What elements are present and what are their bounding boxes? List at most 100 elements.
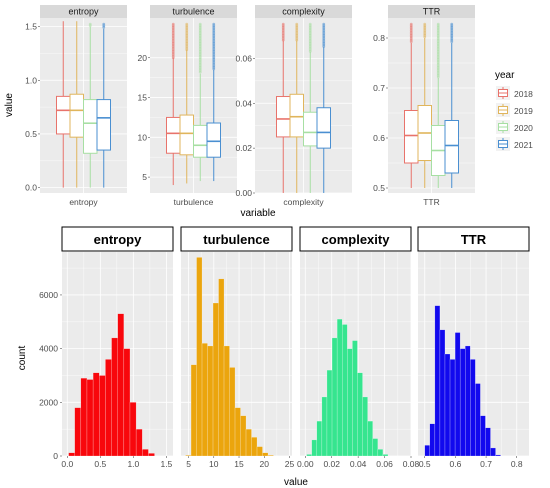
facet-strip-label: complexity bbox=[282, 7, 325, 17]
histogram-bar bbox=[444, 353, 451, 457]
histogram-bar bbox=[465, 345, 471, 457]
legend-entry-label: 2020 bbox=[514, 123, 533, 133]
histogram-bar bbox=[449, 359, 456, 457]
histogram-bar bbox=[454, 332, 461, 457]
histogram-bar bbox=[485, 427, 491, 457]
x-tick-label: 0.5 bbox=[94, 459, 106, 469]
facet-strip bbox=[255, 5, 352, 18]
histogram-bar bbox=[342, 324, 348, 457]
histogram-bar bbox=[245, 428, 252, 457]
histogram-bar bbox=[99, 375, 106, 457]
histogram-bar bbox=[347, 348, 353, 457]
histogram-bar bbox=[234, 407, 241, 457]
histogram-bar bbox=[74, 407, 82, 457]
y-tick-label: 1.0 bbox=[25, 75, 37, 85]
legend-title: year bbox=[495, 70, 515, 81]
outlier-point bbox=[198, 70, 202, 74]
histogram-bar bbox=[105, 359, 112, 457]
histogram-bar bbox=[190, 364, 197, 457]
histogram-bar bbox=[185, 454, 192, 457]
histogram-bar bbox=[117, 313, 125, 457]
y-tick-label: 0.5 bbox=[25, 129, 37, 139]
legend-entry-label: 2021 bbox=[514, 140, 533, 150]
box-2019 bbox=[69, 93, 84, 138]
y-tick-label: 0.02 bbox=[235, 143, 252, 153]
y-tick-label: 4000 bbox=[39, 344, 58, 354]
legend-entry-label: 2018 bbox=[514, 89, 533, 99]
x-tick-label: 25 bbox=[285, 459, 295, 469]
x-tick-label: 20 bbox=[260, 459, 270, 469]
x-axis-title: value bbox=[284, 477, 308, 488]
y-tick-label: 2000 bbox=[39, 397, 58, 407]
histogram-bar bbox=[321, 396, 328, 457]
box-2020 bbox=[193, 124, 208, 158]
histogram-bar bbox=[262, 452, 269, 457]
facet-strip bbox=[150, 5, 237, 18]
histogram-bar bbox=[336, 318, 343, 457]
outlier-point bbox=[88, 24, 92, 28]
x-tick-label: 1.0 bbox=[127, 459, 139, 469]
histogram-bar bbox=[111, 337, 118, 457]
histogram-bar bbox=[142, 449, 149, 457]
x-tick-label: turbulence bbox=[174, 197, 214, 207]
histogram-bar bbox=[470, 359, 476, 457]
y-tick-label: 20 bbox=[138, 53, 148, 63]
y-tick-label: 0.00 bbox=[235, 188, 252, 198]
y-tick-label: 6000 bbox=[39, 290, 58, 300]
histogram-bar bbox=[367, 420, 373, 457]
y-tick-label: 0.0 bbox=[25, 183, 37, 193]
histogram-bar bbox=[256, 446, 263, 457]
histogram-bar bbox=[201, 343, 208, 457]
y-tick-label: 1.5 bbox=[25, 22, 37, 32]
legend-entry-label: 2019 bbox=[514, 106, 533, 116]
histogram-bar bbox=[424, 445, 431, 457]
y-tick-label: 0.8 bbox=[373, 33, 385, 43]
histogram-bar bbox=[352, 340, 358, 457]
y-tick-label: 10 bbox=[138, 132, 148, 142]
x-tick-label: entropy bbox=[69, 197, 98, 207]
box-2018 bbox=[166, 116, 181, 154]
x-tick-label: 0.06 bbox=[376, 459, 393, 469]
histogram-bar bbox=[207, 345, 214, 457]
box-2021 bbox=[316, 107, 331, 149]
facet-strip-label: TTR bbox=[423, 7, 441, 17]
box-2019 bbox=[179, 114, 194, 156]
x-tick-label: 0.08 bbox=[403, 459, 420, 469]
facet-strip-label: complexity bbox=[322, 232, 391, 247]
x-tick-label: 0.6 bbox=[449, 459, 461, 469]
outlier-point bbox=[295, 38, 299, 42]
x-tick-label: 0.7 bbox=[480, 459, 492, 469]
x-tick-label: 10 bbox=[209, 459, 219, 469]
outlier-point bbox=[185, 48, 189, 52]
x-tick-label: 0.5 bbox=[419, 459, 431, 469]
box-2021 bbox=[96, 99, 111, 151]
outlier-point bbox=[322, 45, 326, 48]
box-2019 bbox=[289, 93, 304, 138]
histogram-bar bbox=[326, 369, 333, 457]
histogram-bar bbox=[429, 423, 436, 457]
facet-strip-label: turbulence bbox=[172, 7, 214, 17]
facet-strip bbox=[417, 226, 530, 252]
histogram-bar bbox=[251, 437, 258, 457]
histogram-bar bbox=[475, 383, 481, 457]
x-axis-title: variable bbox=[240, 208, 275, 219]
x-tick-label: TTR bbox=[423, 197, 440, 207]
x-tick-label: 1.5 bbox=[160, 459, 172, 469]
histogram-bar bbox=[377, 449, 384, 457]
y-tick-label: 0.7 bbox=[373, 83, 385, 93]
histogram-bar bbox=[135, 428, 143, 457]
histogram-bar bbox=[267, 454, 274, 457]
y-tick-label: 0.04 bbox=[235, 98, 252, 108]
outlier-point bbox=[409, 40, 413, 44]
histogram-bar bbox=[495, 454, 501, 457]
histogram-bar bbox=[459, 348, 466, 457]
y-axis-title: value bbox=[4, 93, 15, 117]
x-tick-label: 5 bbox=[186, 459, 191, 469]
histogram-bar bbox=[382, 454, 389, 457]
facet-strip-label: turbulence bbox=[203, 232, 269, 247]
x-tick-label: 0.8 bbox=[511, 459, 523, 469]
histogram-bar bbox=[357, 372, 363, 457]
histogram-bar bbox=[123, 348, 131, 457]
x-tick-label: 0.02 bbox=[323, 459, 340, 469]
